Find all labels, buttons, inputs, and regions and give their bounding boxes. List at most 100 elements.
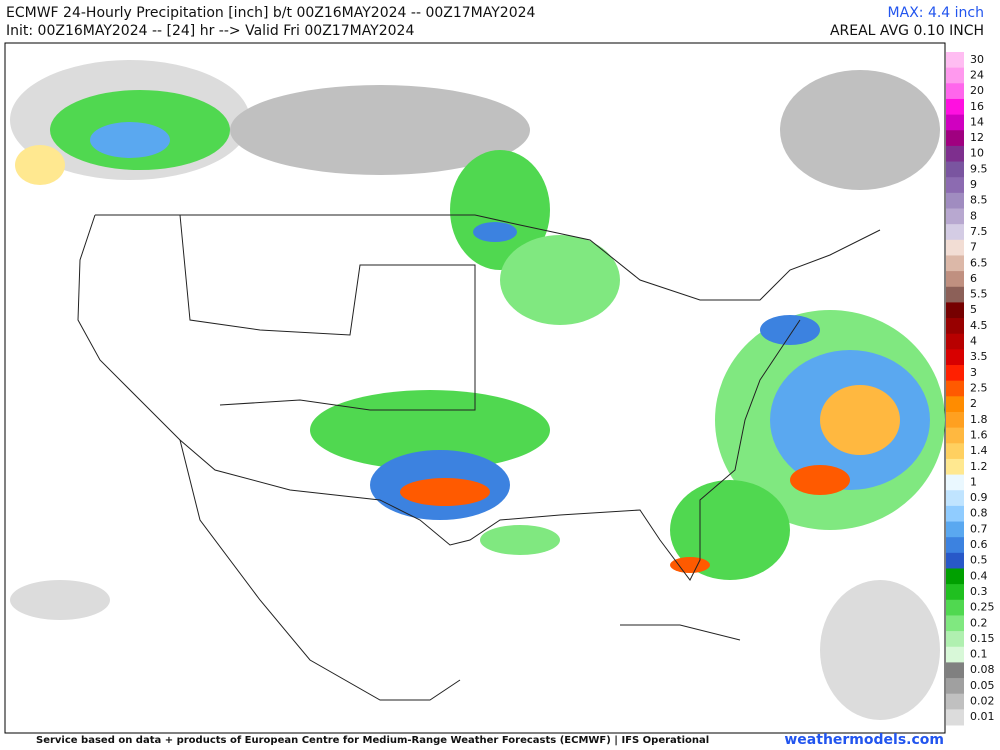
legend-label: 8 (970, 209, 977, 222)
legend-swatch (946, 177, 964, 194)
legend-swatch (946, 552, 964, 569)
legend-label: 0.25 (970, 601, 995, 614)
legend-label: 9 (970, 178, 977, 191)
precip-area (90, 122, 170, 158)
legend-swatch (946, 83, 964, 100)
legend-label: 20 (970, 84, 984, 97)
us-outline (77, 214, 801, 581)
credit: Service based on data + products of Euro… (36, 735, 710, 746)
borders (77, 214, 881, 701)
legend-swatch (946, 380, 964, 397)
precip-area (230, 85, 530, 175)
legend-swatch (946, 537, 964, 554)
precip-area (820, 580, 940, 720)
legend-swatch (946, 599, 964, 616)
mexico-outline (179, 439, 461, 701)
legend-swatch (946, 239, 964, 256)
legend-label: 0.6 (970, 538, 988, 551)
legend-label: 0.05 (970, 679, 995, 692)
legend-label: 1.8 (970, 413, 988, 426)
legend-swatch (946, 396, 964, 413)
legend-label: 6 (970, 272, 977, 285)
legend-label: 0.9 (970, 491, 988, 504)
legend-swatch (946, 631, 964, 648)
site[interactable]: weathermodels.com (784, 732, 944, 748)
legend-label: 14 (970, 115, 984, 128)
legend-label: 5 (970, 303, 977, 316)
legend-label: 0.7 (970, 522, 988, 535)
legend-swatch (946, 521, 964, 538)
legend-swatch (946, 490, 964, 507)
legend-label: 12 (970, 131, 984, 144)
legend-swatch (946, 161, 964, 178)
legend-label: 9.5 (970, 162, 988, 175)
legend-label: 30 (970, 53, 984, 66)
legend-swatch (946, 474, 964, 491)
legend-label: 0.8 (970, 507, 988, 520)
legend-swatch (946, 427, 964, 444)
state-lines (179, 214, 476, 411)
legend-swatch (946, 365, 964, 382)
precip-area (10, 580, 110, 620)
legend-swatch (946, 255, 964, 272)
legend-label: 0.08 (970, 663, 995, 676)
legend-swatch (946, 411, 964, 429)
precip-area (820, 385, 900, 455)
legend-label: 16 (970, 100, 984, 113)
legend-label: 0.01 (970, 710, 995, 723)
legend-swatch (946, 98, 964, 116)
legend-label: 8.5 (970, 194, 988, 207)
legend-label: 1.2 (970, 460, 988, 473)
legend-label: 0.4 (970, 569, 988, 582)
precip-area (480, 525, 560, 555)
legend-swatch (946, 646, 964, 663)
legend-swatch (946, 271, 964, 288)
legend-swatch (946, 443, 964, 460)
legend-swatch (946, 709, 964, 726)
legend-label: 1.6 (970, 428, 988, 441)
legend-swatch (946, 192, 964, 210)
precip-area (670, 557, 710, 573)
legend-swatch (946, 52, 964, 69)
legend-label: 0.2 (970, 616, 988, 629)
legend-swatch (946, 568, 964, 585)
legend-label: 7 (970, 241, 977, 254)
legend-label: 2.5 (970, 382, 988, 395)
legend-swatch (946, 130, 964, 147)
subtitle: Init: 00Z16MAY2024 -- [24] hr --> Valid … (6, 23, 415, 39)
precip-area (500, 235, 620, 325)
legend-swatch (946, 114, 964, 131)
legend-swatch (946, 145, 964, 163)
precip-area (780, 70, 940, 190)
legend-swatch (946, 286, 964, 303)
legend-label: 0.1 (970, 648, 988, 661)
precip-area (400, 478, 490, 506)
legend-swatch (946, 208, 964, 225)
legend-label: 1 (970, 475, 977, 488)
legend-swatch (946, 584, 964, 601)
legend-label: 6.5 (970, 256, 988, 269)
legend-swatch (946, 318, 964, 335)
legend-label: 0.5 (970, 554, 988, 567)
areal-average: AREAL AVG 0.10 INCH (829, 23, 984, 39)
legend-swatch (946, 662, 964, 679)
legend-swatch (946, 224, 964, 241)
legend-label: 3.5 (970, 350, 988, 363)
legend-swatch (946, 505, 964, 523)
max-value: MAX: 4.4 inch (887, 5, 984, 21)
legend-swatch (946, 678, 964, 695)
legend-swatch (946, 693, 964, 710)
legend-label: 2 (970, 397, 977, 410)
legend-label: 3 (970, 366, 977, 379)
legend-swatch (946, 333, 964, 350)
precip-areas (10, 60, 945, 720)
title: ECMWF 24-Hourly Precipitation [inch] b/t… (6, 5, 536, 21)
legend-label: 4.5 (970, 319, 988, 332)
legend-label: 0.3 (970, 585, 988, 598)
precip-area (450, 150, 550, 270)
precip-area (15, 145, 65, 185)
precip-area (790, 465, 850, 495)
legend-label: 24 (970, 68, 984, 81)
legend-label: 0.15 (970, 632, 995, 645)
legend-label: 1.4 (970, 444, 988, 457)
